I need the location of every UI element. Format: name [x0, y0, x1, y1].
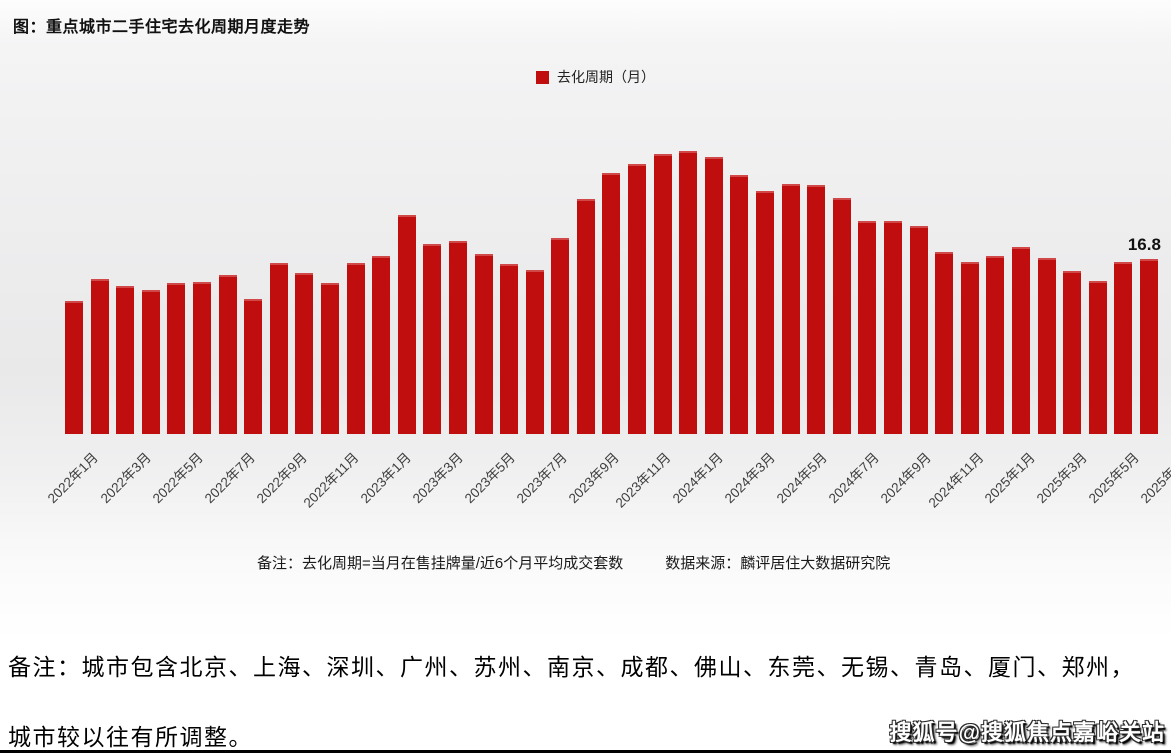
bar-value-label: 16.8 [1127, 235, 1161, 254]
x-axis-label: 2025年3月 [1034, 449, 1091, 507]
bar-2024年3月 [730, 175, 749, 434]
bar-2022年7月 [218, 275, 237, 434]
x-axis-label: 2023年5月 [461, 449, 518, 507]
bar-2022年11月 [320, 283, 339, 434]
bar-2025年2月 [1011, 247, 1030, 434]
legend: 去化周期（月） [536, 67, 655, 87]
bar-2025年6月 [1114, 262, 1133, 434]
bar-2024年6月 [807, 185, 826, 434]
bar-2025年3月 [1037, 258, 1056, 434]
x-axis-label: 2024年11月 [925, 449, 987, 511]
bottom-note-line1: 备注：城市包含北京、上海、深圳、广州、苏州、南京、成都、佛山、东莞、无锡、青岛、… [8, 655, 1135, 680]
x-axis-label: 2023年1月 [357, 449, 414, 507]
bar-2025年5月 [1088, 281, 1107, 434]
x-axis-label: 2023年7月 [513, 449, 570, 507]
chart-title: 图：重点城市二手住宅去化周期月度走势 [13, 19, 311, 36]
footnote-definition: 备注：去化周期=当月在售挂牌量/近6个月平均成交套数 [257, 555, 624, 572]
bar-2025年4月 [1063, 271, 1082, 434]
x-axis-label: 2022年11月 [300, 449, 362, 511]
bar-2022年2月 [90, 279, 109, 434]
bar-2024年4月 [756, 191, 775, 434]
x-axis-label: 2025年5月 [1086, 449, 1143, 507]
bar-2022年3月 [116, 286, 135, 434]
x-axis-label: 2025年1月 [982, 449, 1039, 507]
bar-2023年4月 [448, 241, 467, 434]
legend-red-square-icon [536, 70, 549, 84]
x-axis-label: 2024年3月 [721, 449, 779, 507]
bar-2024年8月 [858, 221, 877, 434]
bar-2025年1月 [986, 256, 1005, 434]
bar-2022年8月 [244, 299, 263, 434]
bar-2023年9月 [576, 199, 595, 434]
sohu-watermark: 搜狐号@搜狐焦点嘉峪关站 [889, 720, 1165, 745]
x-axis-label: 2022年1月 [45, 449, 102, 507]
bar-2024年7月 [832, 198, 851, 434]
bar-2023年1月 [372, 256, 391, 434]
bar-2022年10月 [295, 273, 314, 434]
bottom-border-line [0, 750, 1171, 753]
bar-2023年8月 [551, 238, 570, 434]
bar-2024年2月 [704, 157, 723, 434]
bar-2024年1月 [679, 151, 698, 434]
bar-2024年9月 [884, 221, 902, 434]
chart-panel: 图：重点城市二手住宅去化周期月度走势 去化周期（月） 16.8 2022年1月 2… [0, 0, 1171, 640]
legend-label: 去化周期（月） [557, 69, 655, 85]
bottom-note: 备注：城市包含北京、上海、深圳、广州、苏州、南京、成都、佛山、东莞、无锡、青岛、… [8, 648, 1135, 752]
bar-2023年7月 [525, 270, 544, 434]
bars-layer: 16.8 [65, 124, 1161, 434]
bar-2023年12月 [653, 154, 672, 434]
x-axis-label: 2024年1月 [669, 449, 727, 507]
chart-footnote: 备注：去化周期=当月在售挂牌量/近6个月平均成交套数 数据来源：麟评居住大数据研… [257, 552, 890, 573]
x-axis-label: 2024年5月 [773, 449, 831, 507]
bar-2023年3月 [423, 244, 442, 434]
bar-2022年9月 [269, 263, 288, 434]
x-axis-label: 2022年5月 [149, 449, 206, 507]
bar-2024年12月 [960, 262, 979, 434]
bar-2022年1月 [65, 301, 83, 434]
bar-2023年11月 [628, 164, 647, 434]
bar-2022年4月 [141, 290, 160, 434]
bar-2022年12月 [346, 263, 365, 434]
bar-2022年6月 [192, 282, 211, 434]
bar-2023年5月 [474, 254, 493, 434]
bar-2024年11月 [935, 252, 954, 434]
bar-2023年10月 [602, 173, 621, 434]
bar-2023年6月 [500, 264, 519, 434]
bar-2023年2月 [397, 215, 416, 434]
bar-2024年5月 [781, 184, 800, 434]
bar-2025年7月: 16.8 [1128, 235, 1161, 434]
x-axis-label: 2023年11月 [613, 449, 674, 511]
x-axis-label: 2025年7月 [1138, 449, 1171, 507]
x-axis-label: 2022年7月 [201, 449, 258, 507]
bar-2024年10月 [909, 226, 928, 434]
x-axis-label: 2023年3月 [409, 449, 466, 507]
bar-2022年5月 [167, 283, 186, 434]
footnote-source: 数据来源：麟评居住大数据研究院 [665, 555, 891, 572]
x-axis-label: 2024年7月 [825, 449, 883, 507]
x-axis-label: 2022年3月 [97, 449, 154, 507]
x-axis-labels: 2022年1月 2022年3月 2022年5月 2022年7月 2022年9月 2022年… [45, 449, 1171, 511]
bottom-note-line2: 城市较以往有所调整。 [8, 725, 253, 750]
